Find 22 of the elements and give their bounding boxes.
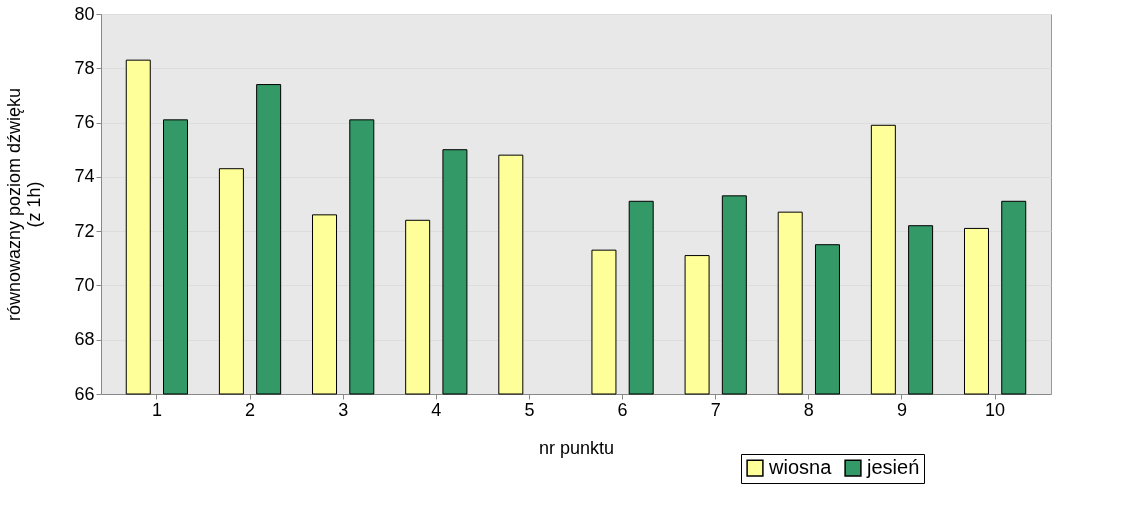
- x-tick-label: 9: [896, 399, 907, 420]
- x-tick-label: 7: [710, 399, 721, 420]
- y-tick-label: 68: [74, 329, 95, 350]
- x-tick-label: 3: [338, 399, 349, 420]
- y-tick-label: 72: [74, 220, 95, 241]
- y-tick-label: 66: [74, 383, 95, 404]
- x-tick-label: 6: [617, 399, 628, 420]
- y-tick-label: 74: [74, 166, 95, 187]
- x-tick-label: 4: [431, 399, 442, 420]
- y-axis-title: równowazny poziom dźwięku (z 1h): [4, 87, 45, 322]
- legend-label: jesień: [866, 456, 920, 479]
- y-tick-label: 70: [74, 274, 95, 295]
- legend-label: wiosna: [768, 456, 833, 479]
- x-axis-title: nr punktu: [538, 437, 615, 458]
- x-tick-label: 10: [985, 399, 1006, 420]
- x-tick-label: 5: [524, 399, 535, 420]
- x-tick-label: 1: [151, 399, 162, 420]
- y-tick-label: 76: [74, 112, 95, 133]
- y-tick-label: 78: [74, 57, 95, 78]
- y-tick-label: 80: [74, 3, 95, 24]
- x-tick-label: 2: [245, 399, 256, 420]
- x-tick-label: 8: [803, 399, 814, 420]
